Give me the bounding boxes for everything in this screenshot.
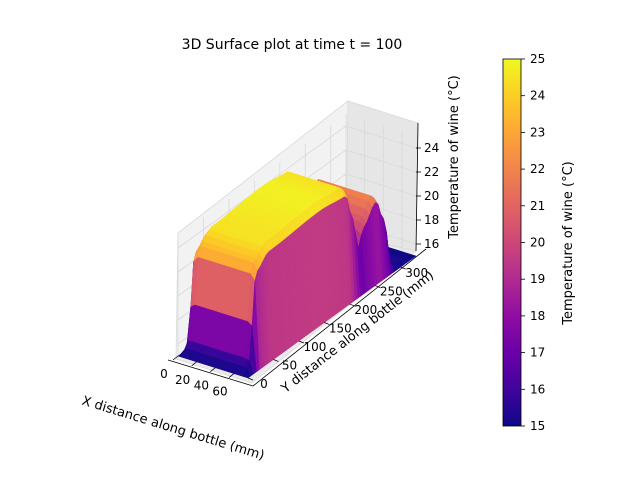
colorbar-tick-label: 18 [530, 309, 545, 323]
colorbar-tick-label: 21 [530, 199, 545, 213]
colorbar-tick-label: 25 [530, 52, 545, 66]
y-tick-label: 0 [260, 377, 268, 391]
x-tick-label: 40 [194, 379, 209, 393]
z-tick-label: 24 [424, 141, 439, 155]
colorbar-tick-label: 20 [530, 236, 545, 250]
y-tick [400, 266, 406, 270]
colorbar-tick-label: 15 [530, 419, 545, 433]
chart-title: 3D Surface plot at time t = 100 [182, 37, 403, 53]
surface-patch [243, 367, 252, 379]
z-ticks: 16 18 20 22 24 [416, 141, 439, 251]
axis-lines [167, 122, 427, 387]
y-tick [349, 303, 355, 307]
y-tick-label: 150 [329, 322, 352, 336]
x-tick [228, 373, 235, 378]
z-tick-label: 16 [424, 237, 439, 251]
y-tick-label: 50 [282, 359, 297, 373]
y-tick [324, 322, 330, 325]
colorbar-tick-label: 23 [530, 125, 545, 139]
x-axis-line [167, 359, 254, 387]
x-tick [210, 367, 216, 373]
z-axis-label: Temperature of wine (°C) [447, 75, 462, 239]
x-tick [172, 355, 179, 361]
y-tick-label: 200 [354, 303, 377, 317]
colorbar-label: Temperature of wine (°C) [561, 161, 576, 325]
z-axis-line [415, 122, 419, 252]
colorbar-tick-label: 17 [530, 346, 545, 360]
x-tick-label: 0 [160, 367, 168, 381]
colorbar-tick-label: 22 [530, 162, 545, 176]
z-tick-label: 18 [424, 213, 439, 227]
colorbar-tick-label: 19 [530, 272, 545, 286]
x-tick-label: 20 [175, 373, 190, 387]
temperature-surface [177, 171, 417, 379]
colorbar-ticks: 15 16 17 18 19 20 21 22 23 24 25 [521, 52, 545, 433]
colorbar [502, 58, 522, 427]
y-tick [298, 340, 305, 344]
y-tick-label: 250 [380, 285, 403, 299]
y-tick-label: 300 [405, 266, 428, 280]
y-tick [273, 359, 279, 362]
z-tick-label: 22 [424, 165, 439, 179]
x-tick-label: 60 [212, 385, 227, 399]
y-tick [247, 377, 254, 381]
z-tick-label: 20 [424, 189, 439, 203]
y-tick-label: 100 [303, 340, 326, 354]
colorbar-tick-label: 16 [530, 382, 545, 396]
colorbar-tick-label: 24 [530, 89, 545, 103]
x-tick [191, 361, 197, 367]
x-axis-label: X distance along bottle (mm) [80, 394, 266, 464]
x-ticks: 0 20 40 60 [160, 355, 235, 399]
y-axis-line [252, 248, 427, 387]
y-tick [375, 285, 381, 288]
